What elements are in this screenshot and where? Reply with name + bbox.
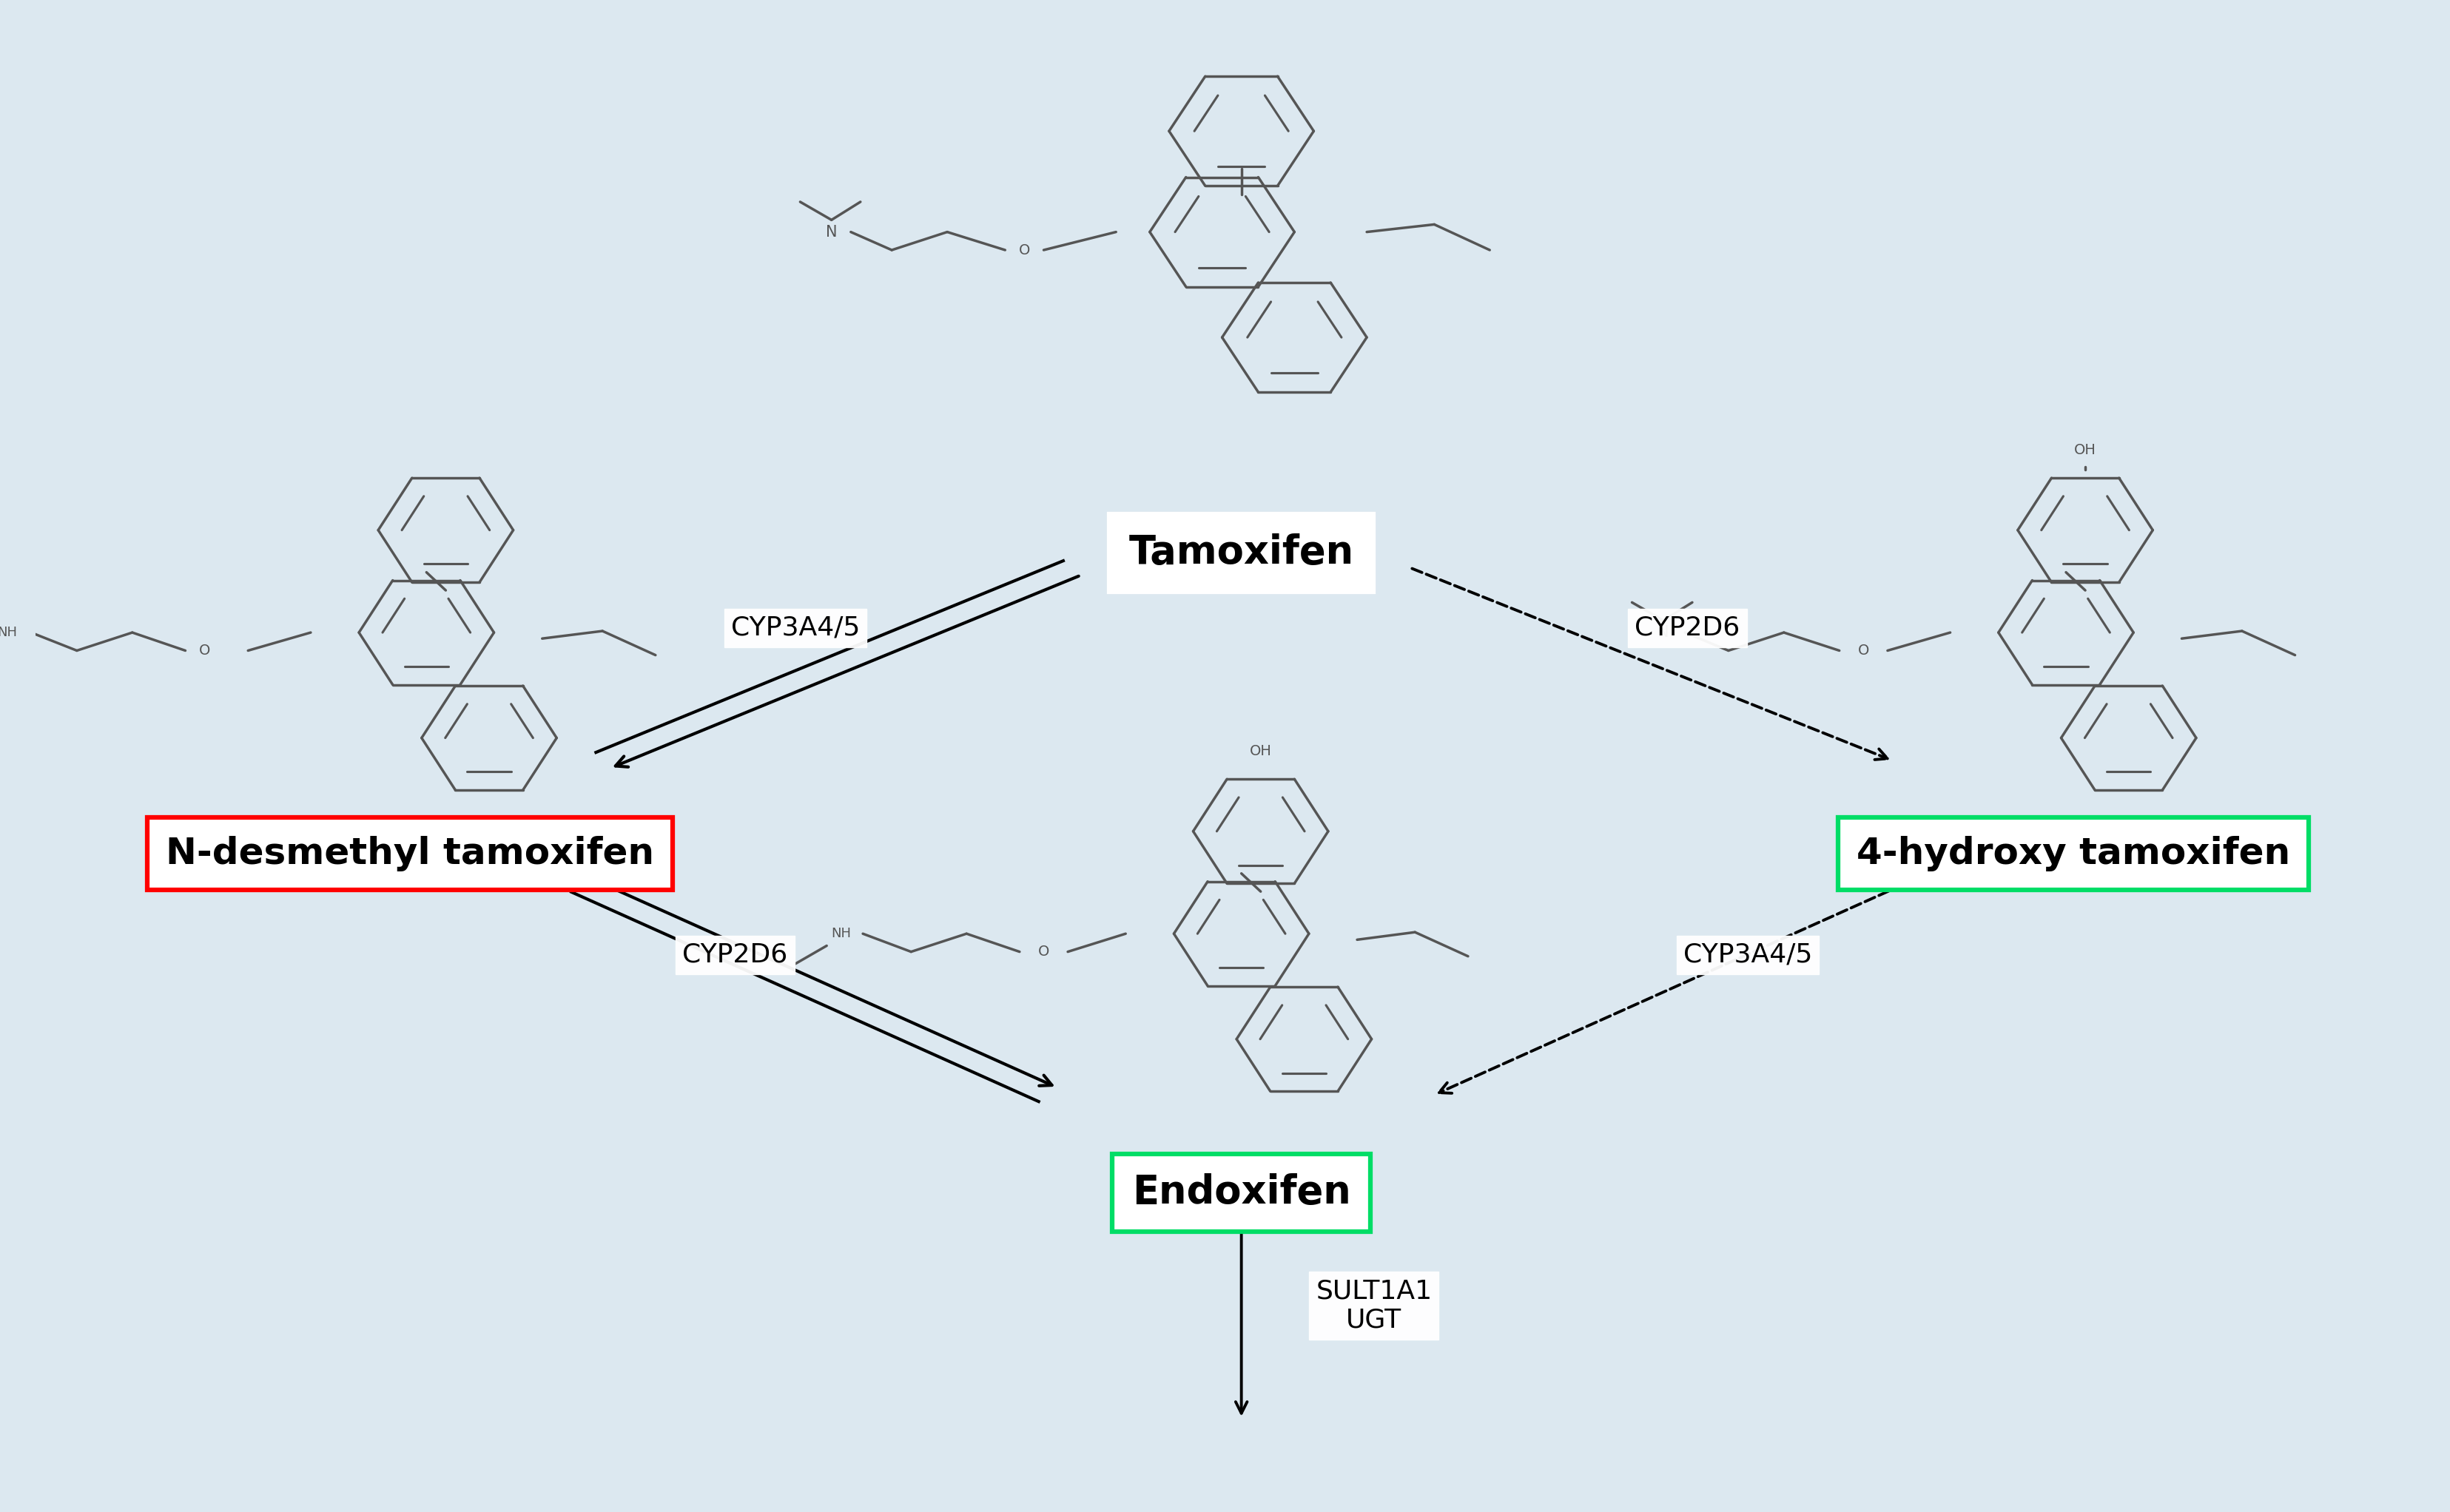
Text: OH: OH: [1250, 744, 1272, 759]
Text: 4-hydroxy tamoxifen: 4-hydroxy tamoxifen: [1857, 836, 2291, 871]
Text: O: O: [1019, 243, 1029, 257]
Text: N-desmethyl tamoxifen: N-desmethyl tamoxifen: [167, 836, 654, 871]
Text: Tamoxifen: Tamoxifen: [1129, 534, 1355, 572]
Text: CYP2D6: CYP2D6: [1634, 615, 1739, 641]
Text: SULT1A1
UGT: SULT1A1 UGT: [1316, 1279, 1433, 1332]
Text: NH: NH: [831, 927, 850, 940]
Text: CYP3A4/5: CYP3A4/5: [1683, 942, 1813, 968]
Text: CYP3A4/5: CYP3A4/5: [730, 615, 860, 641]
Text: OH: OH: [2075, 443, 2097, 457]
Text: O: O: [1039, 945, 1049, 959]
Text: O: O: [198, 644, 211, 658]
Text: O: O: [1857, 644, 1869, 658]
Text: NH: NH: [0, 626, 17, 640]
Text: Endoxifen: Endoxifen: [1132, 1173, 1350, 1213]
Text: CYP2D6: CYP2D6: [684, 942, 789, 968]
Text: N: N: [1659, 624, 1668, 640]
Text: N: N: [826, 225, 838, 239]
